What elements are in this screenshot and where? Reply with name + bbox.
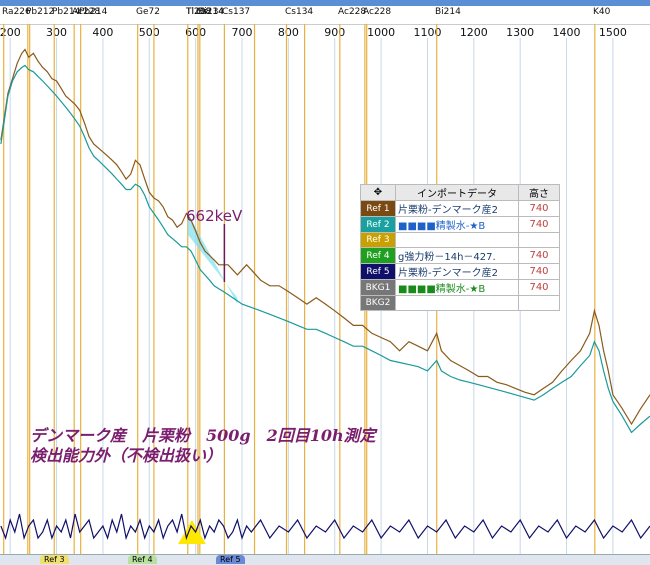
peak-label: Pb212 [26,7,55,17]
reference-row: Ref 1 片栗粉-デンマーク産2 740 [360,200,560,217]
move-icon[interactable]: ✥ [360,184,396,201]
x-tick-label: 400 [92,26,113,39]
reference-row: Ref 2 ■■■■精製水-★B 740 [360,216,560,233]
reference-height[interactable]: 740 [518,247,560,264]
reference-height[interactable] [518,295,560,311]
x-tick-label: 200 [0,26,21,39]
peak-label: Ac228 [72,7,101,17]
peak-label-strip [0,6,650,25]
reference-name: g強力粉－14h－427. [395,247,519,264]
reference-name [395,295,519,311]
spectrum-chart: 200 300 400 500 600 700 800 900 1000 1100 1200 1300… [0,24,650,554]
reference-height[interactable]: 740 [518,263,560,280]
top-toolbar-strip [0,0,650,6]
reference-name [395,232,519,248]
x-tick-label: 600 [185,26,206,39]
peak-label: Cs137 [222,7,251,17]
reference-row: Ref 5 片栗粉-デンマーク産2 740 [360,263,560,280]
peak-label: Ge72 [136,7,160,17]
annotation-662kev: 662keV [186,207,243,225]
status-tab[interactable]: Ref 4 [128,555,157,564]
note-line-2: 検出能力外（不検出扱い） [30,446,223,465]
x-tick-label: 1200 [460,26,488,39]
x-tick-label: 1500 [599,26,627,39]
header-height: 高さ [518,184,560,201]
peak-label: Tl208 [186,7,212,17]
reference-button[interactable]: BKG2 [360,295,396,311]
reference-button[interactable]: Ref 5 [360,263,396,280]
x-tick-label: 1000 [367,26,395,39]
peak-label: Bi214 [435,7,461,17]
status-bar [0,554,650,565]
header-import-data: インポートデータ [395,184,519,201]
reference-name: 片栗粉-デンマーク産2 [395,200,519,217]
peak-label: Pb214 [79,7,108,17]
reference-table-header: ✥ インポートデータ 高さ [360,184,560,201]
reference-height[interactable] [518,232,560,248]
x-tick-label: 800 [278,26,299,39]
peak-label: K40 [593,7,611,17]
peak-label: Ac228 [363,7,392,17]
x-tick-label: 1300 [506,26,534,39]
x-tick-label: 500 [139,26,160,39]
peak-label: Ra226 [2,7,31,17]
peak-label: Tl208 [186,7,212,17]
peak-label: Pb214 [52,7,81,17]
reference-table: ✥ インポートデータ 高さ Ref 1 片栗粉-デンマーク産2 740 Ref 2 ■■… [360,184,560,311]
reference-name: ■■■■精製水-★B [395,216,519,233]
reference-button[interactable]: Ref 3 [360,232,396,248]
x-tick-label: 1100 [413,26,441,39]
series-line-2 [0,64,650,434]
status-tab[interactable]: Ref 3 [40,555,69,564]
x-tick-label: 900 [324,26,345,39]
status-tab[interactable]: Ref 5 [216,555,245,564]
reference-name: 片栗粉-デンマーク産2 [395,263,519,280]
x-tick-label: 700 [232,26,253,39]
x-tick-label: 1400 [553,26,581,39]
reference-height[interactable]: 740 [518,279,560,296]
reference-button[interactable]: Ref 4 [360,247,396,264]
reference-row: BKG2 [360,295,560,311]
reference-height[interactable]: 740 [518,200,560,217]
measurement-note: デンマーク産 片栗粉 500g 2回目10h測定 検出能力外（不検出扱い） [30,426,376,466]
peak-label: Ac228 [338,7,367,17]
yellow-region [178,520,206,544]
series-line-3 [0,513,650,541]
peak-label: Cs134 [285,7,314,17]
x-tick-label: 300 [46,26,67,39]
reference-button[interactable]: Ref 1 [360,200,396,217]
peak-label: Cs134 [196,7,225,17]
reference-row: Ref 4 g強力粉－14h－427. 740 [360,247,560,264]
reference-button[interactable]: Ref 2 [360,216,396,233]
peak-label: Bi214 [198,7,224,17]
reference-row: BKG1 ■■■■精製水-★B 740 [360,279,560,296]
reference-button[interactable]: BKG1 [360,279,396,296]
reference-height[interactable]: 740 [518,216,560,233]
note-line-1: デンマーク産 片栗粉 500g 2回目10h測定 [30,426,376,445]
reference-row: Ref 3 [360,232,560,248]
reference-name: ■■■■精製水-★B [395,279,519,296]
series-line-1 [0,48,650,426]
